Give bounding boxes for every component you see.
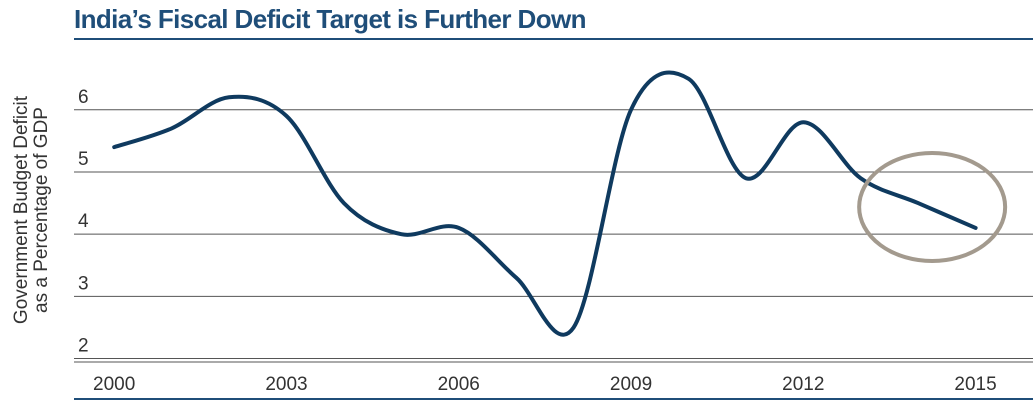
series-layer	[112, 70, 978, 337]
data-point-2001	[169, 126, 174, 131]
y-tick-label-2: 2	[78, 336, 89, 357]
title-rule	[74, 38, 1033, 40]
y-tick-label-6: 6	[78, 87, 89, 108]
data-point-2007	[514, 275, 519, 280]
highlight-layer	[857, 151, 1008, 263]
data-point-2008	[571, 325, 576, 330]
y-tick-label-3: 3	[78, 273, 89, 294]
data-point-2000	[112, 145, 117, 150]
data-point-2014	[916, 201, 921, 206]
data-point-2015	[973, 225, 978, 230]
chart-title: India’s Fiscal Deficit Target is Further…	[74, 4, 586, 34]
y-tick-label-4: 4	[78, 211, 89, 232]
data-point-2009	[629, 107, 634, 112]
y-tick-labels: 2 3 4 5 6	[78, 87, 89, 357]
x-tick-label-2000: 2000	[93, 374, 135, 395]
x-tick-label-2003: 2003	[265, 374, 307, 395]
data-point-2010	[686, 76, 691, 81]
series-line-0	[112, 70, 978, 337]
data-point-2005	[399, 232, 404, 237]
data-point-2012	[801, 120, 806, 125]
x-tick-labels: 2000 2003 2006 2009 2012 2015	[93, 374, 997, 395]
data-point-2004	[341, 201, 346, 206]
data-point-2003	[284, 113, 289, 118]
x-tick-label-2015: 2015	[954, 374, 996, 395]
y-tick-label-5: 5	[78, 149, 89, 170]
x-tick-label-2012: 2012	[782, 374, 824, 395]
grid-lines	[74, 109, 1033, 400]
x-tick-label-2009: 2009	[610, 374, 652, 395]
data-point-2011	[743, 176, 748, 181]
data-point-2013	[858, 176, 863, 181]
x-tick-label-2006: 2006	[438, 374, 480, 395]
data-point-2006	[456, 225, 461, 230]
data-point-2002	[227, 95, 232, 100]
highlight-circle	[857, 151, 1008, 263]
